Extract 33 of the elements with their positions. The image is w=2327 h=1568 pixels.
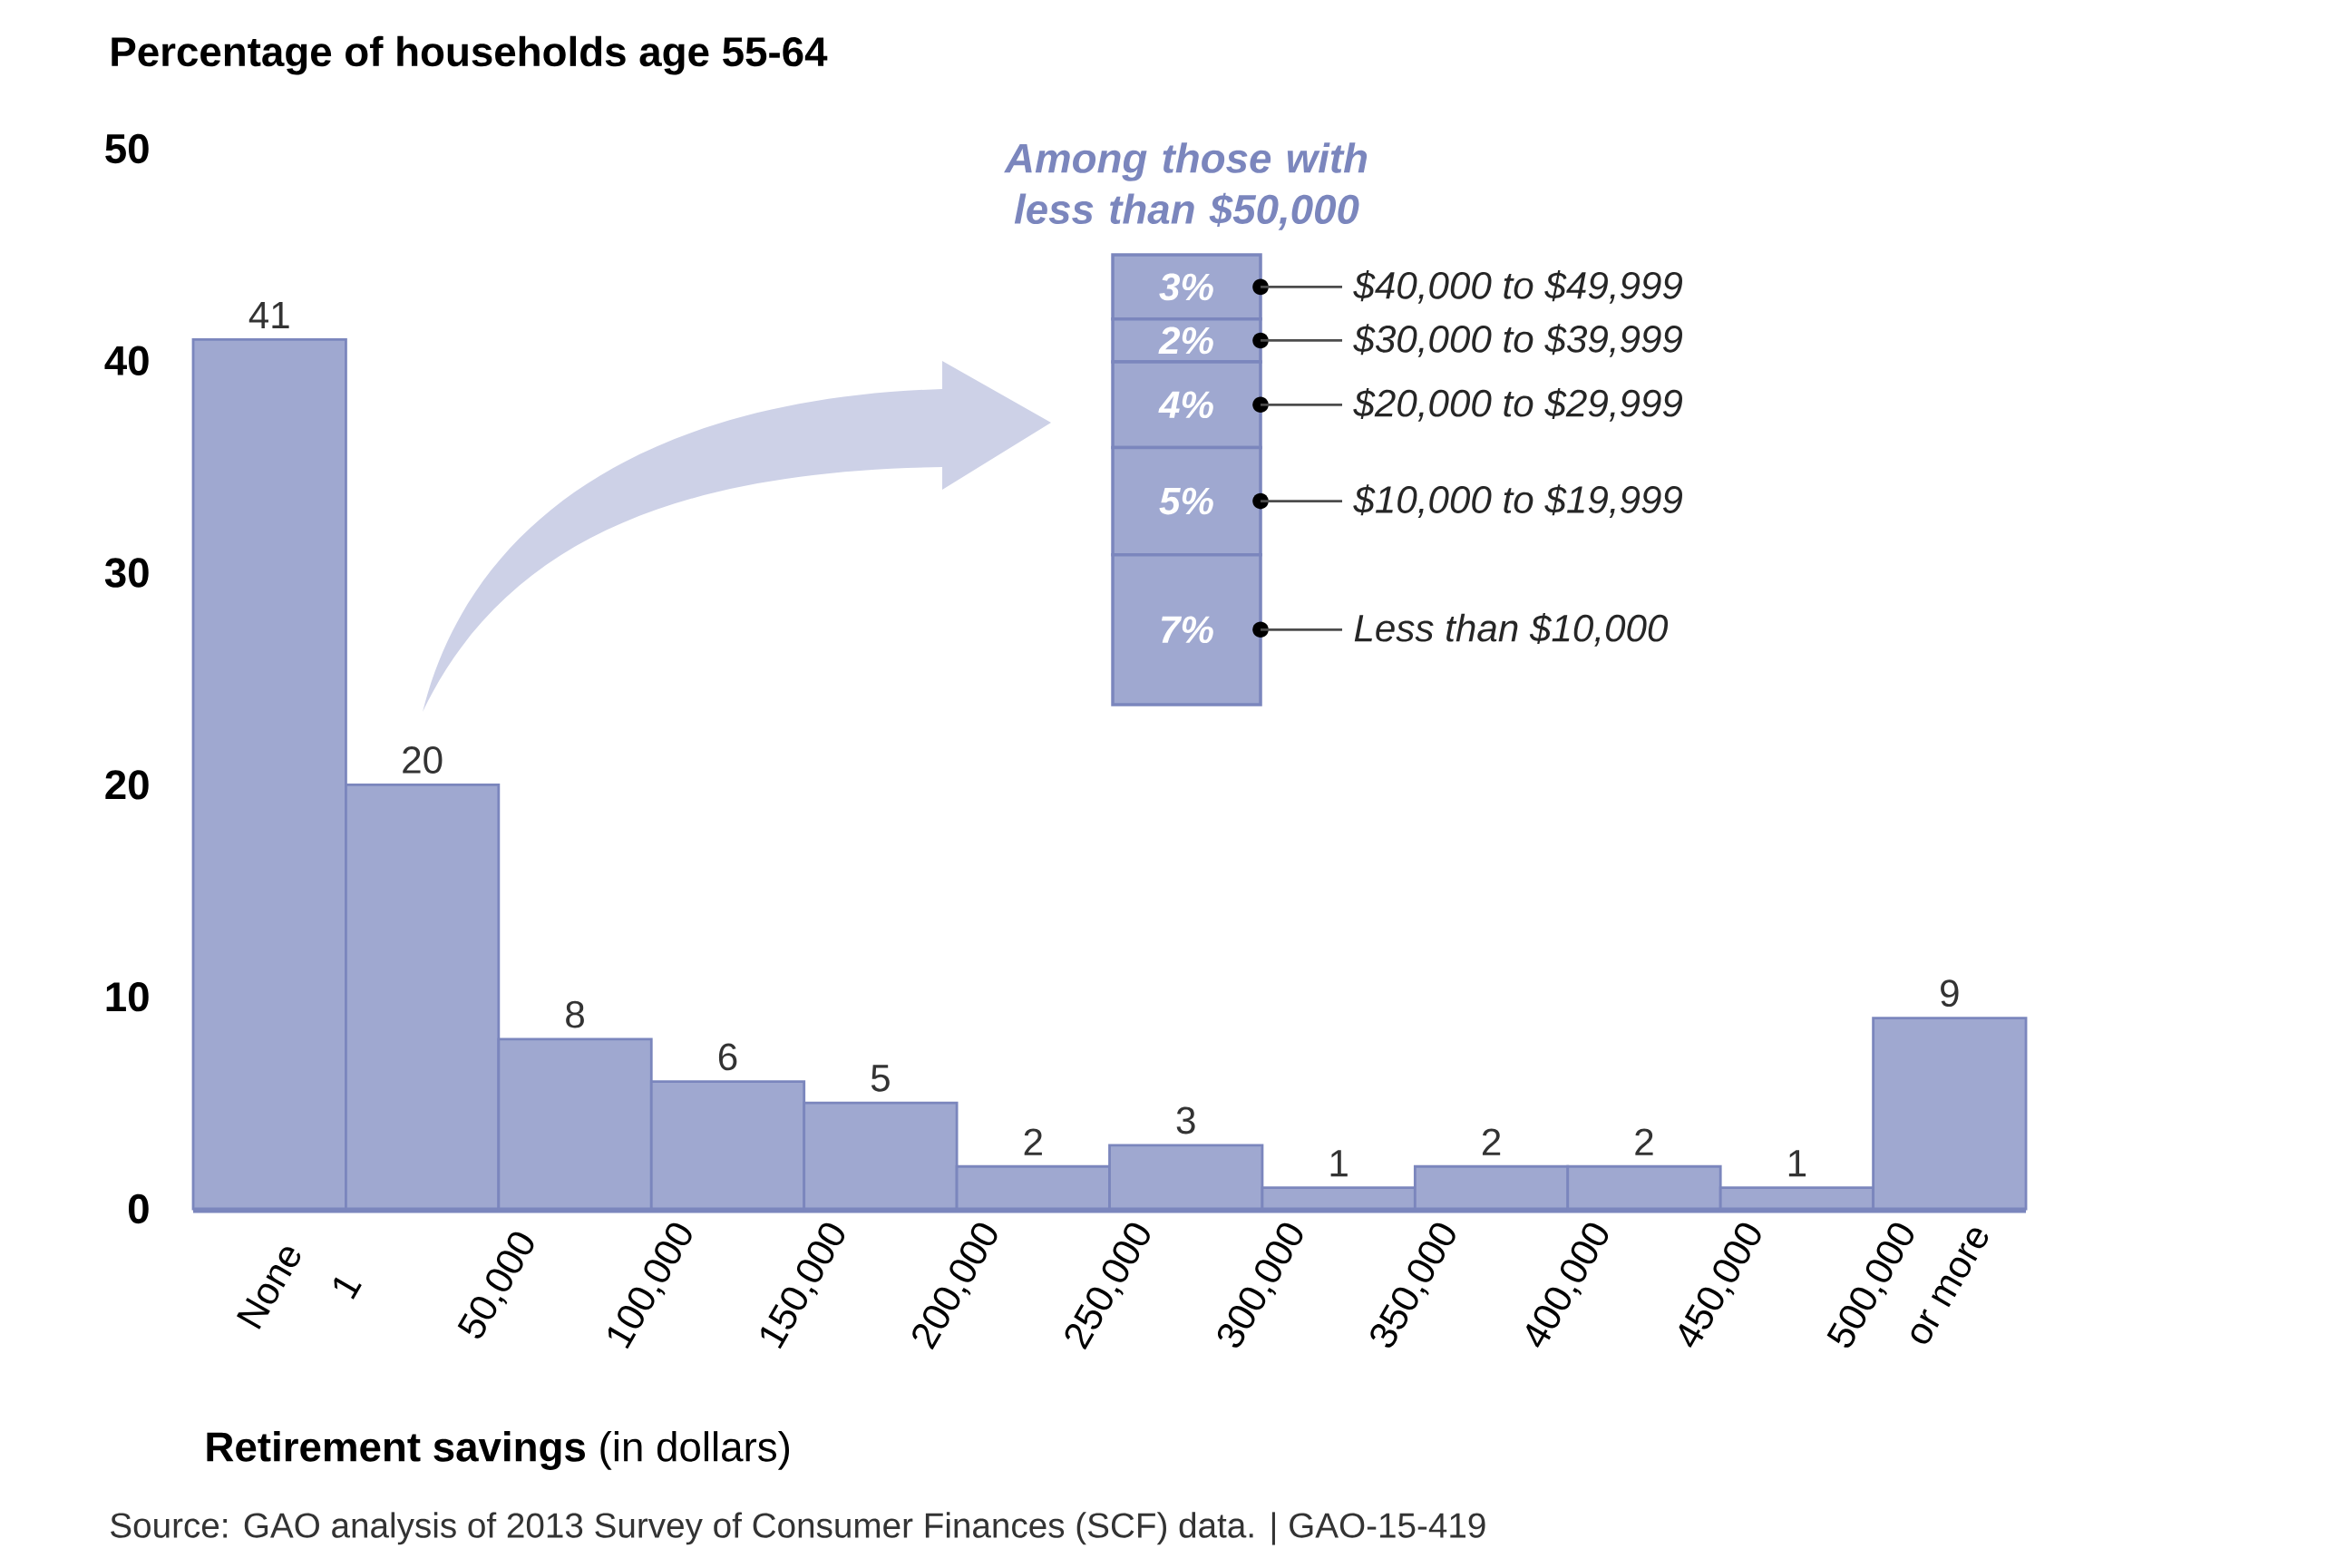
y-tick-label: 30: [104, 558, 149, 588]
y-tick-label: 10: [106, 982, 149, 1012]
data-label: 2: [1024, 1128, 1042, 1155]
y-tick-label: 40: [104, 346, 149, 375]
data-label: 2: [1635, 1128, 1653, 1155]
source-note: Source: GAO analysis of 2013 Survey of Consumer Finances (SCF) data. | GAO-15-419: [111, 1512, 1485, 1545]
data-label: 41: [248, 302, 289, 328]
y-axis-title: Percentage of households age 55-64: [112, 35, 828, 75]
data-label: 5: [871, 1065, 890, 1092]
data-label: 8: [566, 1000, 584, 1028]
text: Less than $10,000: [1354, 613, 1669, 647]
data-label: 1: [1788, 1150, 1806, 1177]
data-label: 4%: [1158, 391, 1213, 419]
data-label: 1: [1330, 1150, 1348, 1177]
text: $20,000 to $29,999: [1353, 388, 1682, 422]
y-tick-label: 20: [105, 770, 149, 800]
y-tick-label: 0: [129, 1193, 149, 1224]
text: $40,000 to $49,999: [1353, 270, 1682, 304]
data-label: 2%: [1158, 326, 1213, 355]
chart-title: Among those with less than $50,000: [1004, 142, 1368, 230]
y-tick-label: 50: [105, 133, 149, 164]
data-label: 2: [1482, 1128, 1501, 1155]
data-label: 20: [403, 746, 443, 774]
data-label: 7%: [1161, 616, 1213, 644]
text: $30,000 to $39,999: [1353, 324, 1682, 357]
data-label: 3: [1176, 1106, 1195, 1135]
data-label: 5%: [1159, 487, 1213, 515]
data-label: 3%: [1159, 273, 1213, 301]
data-label: 9: [1941, 979, 1959, 1008]
x-tick-label: 1: [334, 1277, 362, 1300]
data-label: 6: [718, 1043, 737, 1071]
text: $10,000 to $19,999: [1353, 484, 1682, 518]
x-axis-title: Retirement savings (in dollars): [207, 1431, 790, 1470]
